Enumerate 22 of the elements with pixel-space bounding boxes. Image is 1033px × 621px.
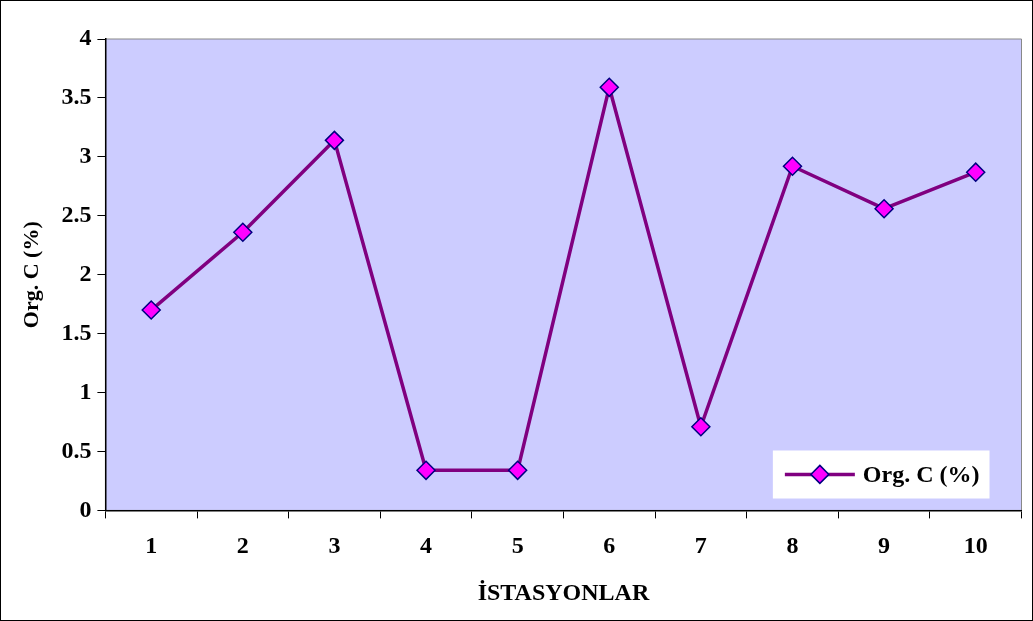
x-tick-label: 4 [420, 532, 433, 558]
x-tick-label: 2 [236, 532, 249, 558]
y-tick-label: 4 [79, 24, 92, 51]
y-tick-label: 0.5 [61, 436, 92, 463]
x-tick-label: 5 [511, 532, 524, 558]
y-axis-title: Org. C (%) [17, 221, 43, 329]
x-axis-title: İSTASYONLAR [477, 578, 650, 605]
y-tick-label: 3.5 [61, 83, 92, 110]
x-tick-label: 3 [328, 532, 341, 558]
x-tick-label: 7 [694, 532, 707, 558]
y-tick-label: 1 [79, 377, 92, 404]
y-tick-label: 2 [79, 259, 92, 286]
legend-label: Org. C (%) [862, 460, 980, 487]
x-tick-label: 9 [878, 532, 891, 558]
x-tick-label: 8 [786, 532, 799, 558]
x-tick-label: 10 [963, 532, 988, 558]
y-tick-label: 0 [79, 495, 92, 522]
y-tick-label: 1.5 [61, 318, 92, 345]
y-tick-label: 2.5 [61, 200, 92, 227]
y-tick-label: 3 [79, 142, 92, 169]
x-tick-label: 1 [145, 532, 158, 558]
x-tick-label: 6 [603, 532, 616, 558]
